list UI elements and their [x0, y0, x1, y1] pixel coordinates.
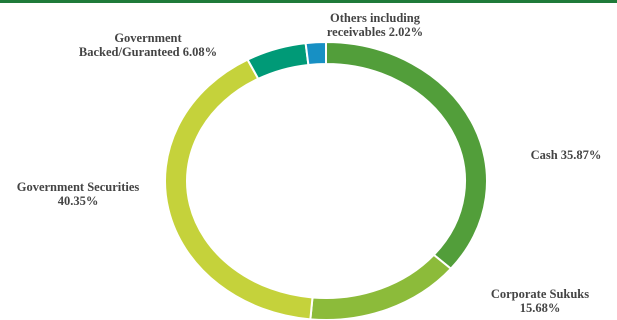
value-label: 2.02%	[388, 25, 424, 39]
category-label: Others including receivables	[326, 11, 420, 39]
category-label: Government Backed/Guranteed	[78, 31, 182, 59]
donut-slice	[309, 253, 453, 320]
value-label: 6.08%	[182, 45, 218, 59]
slice-label: Corporate Sukuks 15.68%	[470, 287, 610, 315]
donut-slice	[304, 40, 327, 67]
value-label: 40.35%	[57, 194, 99, 208]
category-label: Cash	[530, 148, 558, 162]
slice-label: Cash 35.87%	[516, 148, 616, 162]
top-bar	[0, 0, 617, 3]
value-label: 35.87%	[560, 148, 602, 162]
donut-slice	[325, 40, 488, 271]
category-label: Government Securities	[16, 180, 140, 194]
donut-slice	[164, 58, 314, 320]
slice-label: Government Securities 40.35%	[8, 180, 148, 208]
category-label: Corporate Sukuks	[490, 287, 590, 301]
slice-label: Others including receivables 2.02%	[300, 11, 450, 39]
value-label: 15.68%	[519, 301, 561, 315]
donut-slice	[246, 42, 310, 81]
slice-label: Government Backed/Guranteed 6.08%	[78, 31, 218, 59]
